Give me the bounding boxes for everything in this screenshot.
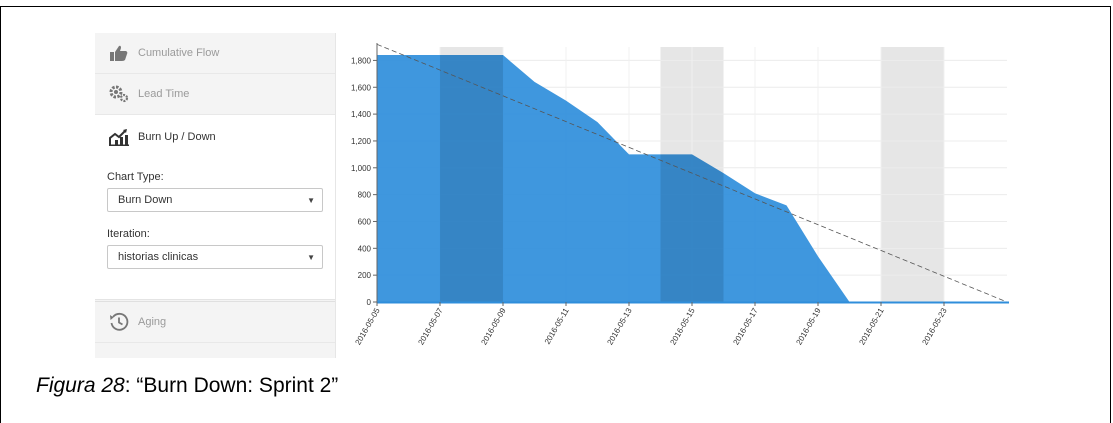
iteration-label: Iteration: — [107, 228, 150, 240]
x-tick-label: 2016-05-13 — [605, 306, 634, 346]
burn-down-chart-svg: 0 200 400 600 800 1,000 1,200 1,400 1,600 1,800 20… — [351, 43, 1009, 346]
figure-caption: Figura 28: “Burn Down: Sprint 2” — [36, 374, 338, 398]
figure-frame — [0, 6, 1111, 423]
iteration-select[interactable]: historias clinicas ▼ — [107, 245, 323, 269]
chart-type-value: Burn Down — [118, 194, 173, 206]
chevron-down-icon: ▼ — [307, 195, 315, 205]
y-tick-label: 400 — [358, 244, 372, 253]
sidebar-item-aging[interactable]: Aging — [95, 301, 335, 343]
figure-number: Figura 28 — [36, 374, 125, 397]
y-tick-label: 0 — [367, 298, 372, 307]
x-tick-label: 2016-05-19 — [794, 306, 823, 346]
x-tick-label: 2016-05-17 — [731, 306, 760, 346]
chart-type-select[interactable]: Burn Down ▼ — [107, 188, 323, 212]
y-tick-label: 1,400 — [351, 110, 372, 119]
y-tick-label: 200 — [358, 271, 372, 280]
sidebar-item-burn-up-down[interactable]: Burn Up / Down — [95, 115, 335, 159]
figure-caption-text: : “Burn Down: Sprint 2” — [124, 374, 339, 397]
x-tick-label: 2016-05-07 — [416, 306, 445, 346]
y-tick-label: 1,200 — [351, 137, 372, 146]
burn-down-chart: 0 200 400 600 800 1,000 1,200 1,400 1,600 1,800 20… — [335, 33, 1013, 358]
y-tick-label: 600 — [358, 217, 372, 226]
sidebar-item-label: Lead Time — [138, 88, 190, 100]
y-tick-label: 800 — [358, 191, 372, 200]
y-tick-label: 1,600 — [351, 83, 372, 92]
chevron-down-icon: ▼ — [307, 252, 315, 262]
area-chart-icon — [108, 126, 130, 148]
y-tick-label: 1,800 — [351, 56, 372, 65]
sidebar: Cumulative Flow Lead Time Burn Up / Down… — [95, 33, 336, 358]
x-tick-label: 2016-05-11 — [543, 306, 571, 346]
sidebar-item-label: Burn Up / Down — [138, 131, 216, 143]
x-tick-label: 2016-05-23 — [920, 306, 949, 346]
x-tick-label: 2016-05-15 — [668, 306, 697, 346]
gears-icon — [108, 83, 130, 105]
x-tick-label: 2016-05-09 — [479, 306, 508, 346]
sidebar-item-cumulative-flow[interactable]: Cumulative Flow — [95, 33, 335, 74]
sidebar-item-label: Aging — [138, 316, 167, 328]
sidebar-item-lead-time[interactable]: Lead Time — [95, 74, 335, 115]
sidebar-item-label: Cumulative Flow — [138, 47, 220, 59]
x-tick-label: 2016-05-21 — [857, 306, 886, 346]
x-tick-label: 2016-05-05 — [353, 306, 382, 346]
ideal-burn-line — [376, 43, 1008, 303]
y-tick-label: 1,000 — [351, 164, 372, 173]
chart-type-label: Chart Type: — [107, 171, 164, 183]
remaining-work-area — [377, 55, 1007, 303]
thumbs-up-icon — [108, 42, 130, 64]
burn-chart-options-panel: Chart Type: Burn Down ▼ Iteration: histo… — [95, 159, 335, 300]
weekend-overlay — [440, 55, 503, 302]
weekend-band — [881, 47, 944, 302]
clock-history-icon — [108, 311, 130, 333]
iteration-value: historias clinicas — [118, 251, 199, 263]
